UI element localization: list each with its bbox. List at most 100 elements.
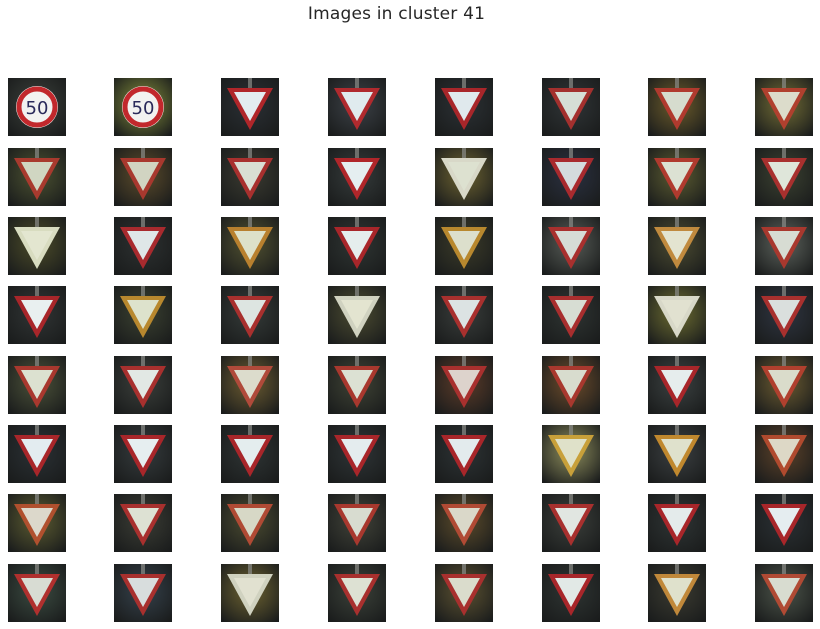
yield-sign-image (755, 286, 813, 344)
cluster-image-tile (435, 148, 493, 206)
cluster-image-tile (8, 148, 66, 206)
cluster-image-tile (542, 425, 600, 483)
yield-sign-image (221, 78, 279, 136)
yield-sign-image (435, 425, 493, 483)
cluster-image-tile (221, 286, 279, 344)
yield-sign-image (542, 286, 600, 344)
cluster-image-tile (648, 217, 706, 275)
cluster-image-tile (114, 148, 172, 206)
cluster-image-tile (221, 356, 279, 414)
cluster-image-tile (328, 148, 386, 206)
cluster-image-tile (435, 286, 493, 344)
cluster-image-tile (755, 356, 813, 414)
speed-limit-sign-image: 50 (114, 78, 172, 136)
yield-sign-image (221, 356, 279, 414)
cluster-image-tile (648, 286, 706, 344)
yield-sign-image (221, 286, 279, 344)
yield-sign-image (221, 494, 279, 552)
cluster-image-tile (8, 564, 66, 622)
cluster-image-tile (542, 217, 600, 275)
yield-sign-image (328, 217, 386, 275)
yield-sign-image (114, 148, 172, 206)
yield-sign-image (8, 494, 66, 552)
cluster-image-tile (648, 78, 706, 136)
cluster-image-tile (648, 564, 706, 622)
yield-sign-image (328, 78, 386, 136)
yield-sign-image (648, 78, 706, 136)
yield-sign-image (114, 494, 172, 552)
cluster-image-tile (328, 564, 386, 622)
cluster-image-tile (114, 217, 172, 275)
yield-sign-image (8, 425, 66, 483)
yield-sign-image (328, 148, 386, 206)
cluster-image-tile (8, 356, 66, 414)
yield-sign-image (8, 564, 66, 622)
cluster-image-tile (648, 494, 706, 552)
yield-sign-image (328, 494, 386, 552)
svg-text:50: 50 (132, 98, 155, 119)
yield-sign-image (648, 564, 706, 622)
yield-sign-image (8, 148, 66, 206)
yield-sign-image (542, 78, 600, 136)
yield-sign-image (8, 217, 66, 275)
yield-sign-image (755, 148, 813, 206)
cluster-image-tile (542, 148, 600, 206)
yield-sign-image (755, 564, 813, 622)
cluster-image-tile (221, 564, 279, 622)
cluster-image-tile (755, 286, 813, 344)
cluster-image-tile (114, 356, 172, 414)
cluster-image-tile (114, 286, 172, 344)
cluster-image-tile (435, 425, 493, 483)
yield-sign-image (435, 494, 493, 552)
cluster-image-tile (8, 494, 66, 552)
yield-sign-image (328, 425, 386, 483)
cluster-image-tile: 50 (8, 78, 66, 136)
cluster-image-tile (542, 356, 600, 414)
cluster-image-tile (755, 494, 813, 552)
cluster-image-tile (8, 425, 66, 483)
yield-sign-image (221, 564, 279, 622)
cluster-image-tile (328, 286, 386, 344)
yield-sign-image (542, 356, 600, 414)
cluster-image-tile (328, 425, 386, 483)
yield-sign-image (114, 425, 172, 483)
yield-sign-image (8, 286, 66, 344)
cluster-image-tile (328, 217, 386, 275)
cluster-image-tile (435, 78, 493, 136)
cluster-image-tile (114, 425, 172, 483)
yield-sign-image (114, 564, 172, 622)
yield-sign-image (648, 286, 706, 344)
cluster-image-tile (221, 78, 279, 136)
yield-sign-image (648, 217, 706, 275)
cluster-image-tile (755, 217, 813, 275)
cluster-image-tile (755, 78, 813, 136)
yield-sign-image (221, 217, 279, 275)
cluster-image-tile (221, 425, 279, 483)
yield-sign-image (542, 148, 600, 206)
yield-sign-image (435, 564, 493, 622)
speed-limit-sign-image: 50 (8, 78, 66, 136)
yield-sign-image (328, 564, 386, 622)
cluster-image-tile: 50 (114, 78, 172, 136)
cluster-image-tile (328, 78, 386, 136)
yield-sign-image (648, 356, 706, 414)
cluster-image-tile (648, 148, 706, 206)
yield-sign-image (755, 217, 813, 275)
yield-sign-image (221, 148, 279, 206)
yield-sign-image (648, 494, 706, 552)
yield-sign-image (435, 217, 493, 275)
cluster-image-tile (221, 217, 279, 275)
cluster-image-tile (755, 425, 813, 483)
yield-sign-image (755, 78, 813, 136)
cluster-image-tile (114, 494, 172, 552)
cluster-image-tile (435, 356, 493, 414)
yield-sign-image (755, 356, 813, 414)
cluster-image-tile (114, 564, 172, 622)
cluster-image-tile (648, 356, 706, 414)
cluster-image-tile (328, 356, 386, 414)
yield-sign-image (755, 425, 813, 483)
yield-sign-image (755, 494, 813, 552)
yield-sign-image (221, 425, 279, 483)
cluster-image-tile (8, 217, 66, 275)
cluster-image-tile (542, 78, 600, 136)
